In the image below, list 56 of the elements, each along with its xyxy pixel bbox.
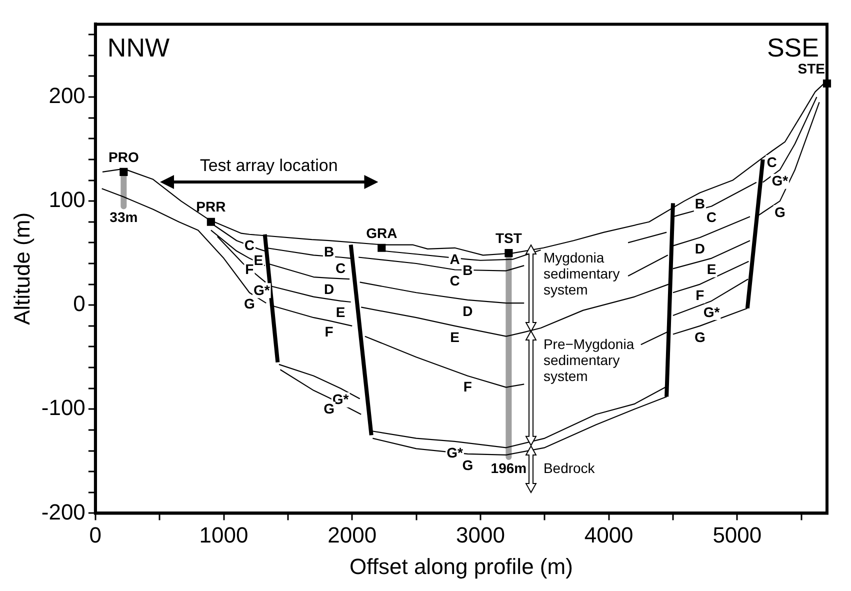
annotation: G — [244, 295, 255, 312]
annotation: E — [450, 328, 460, 345]
annotation: C — [706, 209, 717, 226]
annotation: B — [694, 196, 705, 212]
x-tick-label: 5000 — [712, 522, 762, 548]
annotation: B — [324, 243, 334, 260]
annotation: Bedrock — [543, 460, 596, 476]
annotation: D — [324, 280, 334, 297]
annotation: STE — [798, 60, 825, 76]
y-tick-label: 100 — [48, 187, 86, 212]
x-tick-label: 4000 — [584, 522, 634, 548]
annotation: TST — [495, 230, 522, 246]
x-tick-label: 3000 — [456, 522, 505, 548]
annotation: C — [244, 237, 255, 254]
annotation: G — [462, 456, 474, 473]
annotation: Pre−Mygdonia sedimentary system — [543, 336, 634, 384]
annotation: F — [245, 261, 254, 278]
annotation: D — [462, 302, 473, 319]
annotation: F — [696, 287, 705, 304]
x-tick-label: 0 — [89, 522, 102, 548]
x-axis-title: Offset along profile (m) — [350, 554, 573, 579]
annotation: B — [462, 262, 473, 278]
annotation: G* — [772, 172, 789, 189]
annotation: SSE — [766, 32, 819, 62]
annotation: G* — [253, 282, 270, 298]
annotation: A — [450, 250, 460, 267]
y-tick-label: 200 — [48, 83, 86, 108]
annotation: 196m — [490, 460, 527, 476]
annotation: G* — [703, 304, 720, 320]
annotation: C — [766, 154, 777, 170]
annotation: E — [706, 261, 716, 278]
annotation: F — [324, 324, 334, 340]
annotation: PRO — [108, 148, 139, 165]
annotation: G — [774, 204, 786, 220]
annotation: E — [254, 252, 264, 268]
y-tick-label: -100 — [41, 395, 86, 420]
annotation: 33m — [110, 209, 138, 226]
annotation: G* — [446, 444, 464, 460]
annotation: G — [694, 328, 706, 345]
annotation: C — [450, 272, 460, 289]
annotation: G — [324, 400, 335, 417]
annotation: E — [336, 304, 346, 320]
annotation: Test array location — [200, 156, 338, 175]
annotation: GRA — [366, 224, 398, 241]
annotation: F — [463, 378, 472, 395]
annotation: NNW — [107, 32, 170, 62]
annotation: C — [336, 260, 346, 276]
y-axis-title: Altitude (m) — [9, 212, 34, 325]
x-tick-label: 1000 — [199, 522, 248, 548]
annotation: Mygdonia sedimentary system — [543, 250, 620, 298]
y-tick-label: -200 — [41, 499, 86, 524]
annotation: G* — [332, 391, 350, 408]
x-tick-label: 2000 — [328, 522, 377, 548]
annotation: PRR — [196, 198, 226, 215]
y-tick-label: 0 — [73, 291, 86, 316]
annotation: D — [694, 240, 705, 256]
